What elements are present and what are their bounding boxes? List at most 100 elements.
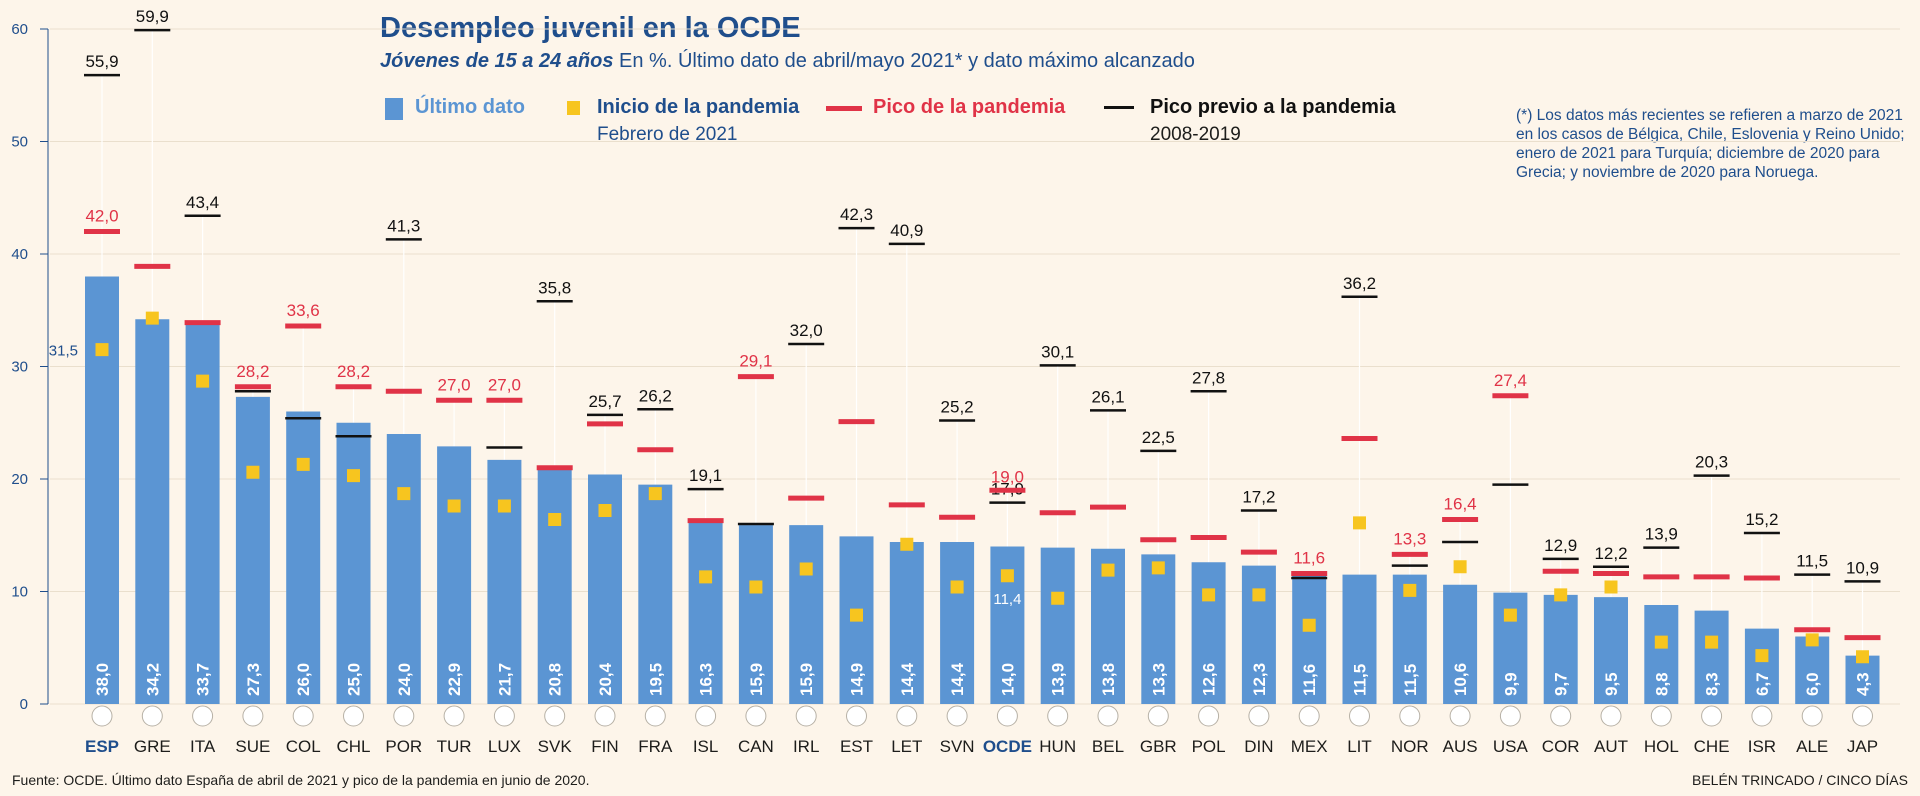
bar (1241, 565, 1276, 704)
country-flag-icon (1701, 705, 1723, 727)
pandemic-start-marker (1000, 569, 1014, 583)
country-flag-icon (242, 705, 264, 727)
prev-peak-label: 11,5 (1796, 552, 1828, 571)
pandemic-start-marker (1604, 580, 1618, 594)
pandemic-start-marker (1856, 650, 1869, 664)
y-tick-label: 0 (20, 696, 28, 713)
prev-peak-label: 17,2 (1242, 488, 1275, 507)
bar-value-label: 6,7 (1753, 672, 1772, 696)
legend-label-peak: Pico de la pandemia (873, 96, 1066, 118)
bar (537, 470, 572, 704)
legend-label-prev: Pico previo a la pandemia (1150, 96, 1396, 118)
author-credit: BELÉN TRINCADO / CINCO DÍAS (1691, 772, 1908, 788)
bar-value-label: 14,4 (898, 662, 917, 696)
data-note: (*) Los datos más recientes se refieren … (1516, 107, 1905, 181)
x-tick-label: AUS (1443, 737, 1478, 756)
bar (336, 422, 371, 704)
bar-value-label: 27,3 (244, 663, 263, 696)
country-flag-icon (1801, 705, 1823, 727)
pandemic-start-marker (1403, 583, 1417, 597)
x-tick-label: ISR (1748, 737, 1776, 756)
country-flag-icon (1047, 705, 1069, 727)
x-tick-label: ISL (693, 737, 719, 756)
bar (638, 484, 673, 704)
country-flag-icon (1198, 705, 1220, 727)
country-flag-icon (695, 705, 717, 727)
x-tick-label: NOR (1391, 737, 1429, 756)
x-tick-label: LIT (1347, 737, 1372, 756)
prev-peak-label: 36,2 (1343, 274, 1376, 293)
pandemic-peak-label: 27,0 (438, 375, 471, 394)
x-tick-label: BEL (1092, 737, 1124, 756)
pandemic-start-marker (598, 504, 612, 517)
bar (1594, 597, 1628, 704)
country-flag-icon (996, 705, 1018, 727)
pandemic-start-marker (1051, 591, 1065, 605)
bar-value-label: 8,8 (1652, 672, 1671, 696)
legend-sublabel-prev: 2008-2019 (1150, 124, 1241, 145)
bar-value-label: 33,7 (194, 663, 213, 696)
pandemic-start-label: 11,4 (993, 591, 1021, 608)
x-tick-label: CAN (738, 737, 774, 756)
y-tick-label: 30 (11, 359, 28, 376)
bar-value-label: 26,0 (294, 663, 313, 696)
bar-value-label: 24,0 (395, 663, 414, 696)
bar (1191, 562, 1226, 704)
bar (1694, 610, 1729, 704)
pandemic-peak-label: 28,2 (236, 362, 269, 381)
prev-peak-label: 40,9 (890, 221, 923, 240)
country-flag-icon (1751, 705, 1773, 727)
x-tick-label: ALE (1796, 737, 1828, 756)
x-tick-label: FIN (591, 737, 618, 756)
bar-value-label: 38,0 (93, 663, 112, 696)
subtitle-rest: En %. Último dato de abril/mayo 2021* y … (613, 50, 1195, 72)
bar (1744, 628, 1779, 704)
country-flag-icon (292, 705, 314, 727)
x-tick-label: OCDE (983, 737, 1032, 756)
country-flag-icon (141, 705, 163, 727)
bar-value-label: 25,0 (345, 663, 364, 696)
bar-value-label: 6,0 (1803, 672, 1822, 696)
x-tick-label: GBR (1140, 737, 1177, 756)
country-flag-icon (91, 705, 113, 727)
prev-peak-label: 19,1 (689, 466, 722, 485)
pandemic-start-marker (95, 343, 109, 357)
bar-value-label: 11,5 (1401, 664, 1420, 696)
prev-peak-label: 12,9 (1544, 536, 1577, 555)
bar (1342, 574, 1377, 704)
country-flag-icon (1399, 705, 1421, 727)
country-flag-icon (795, 705, 817, 727)
pandemic-peak-label: 28,2 (337, 362, 370, 381)
country-flag-icon (192, 705, 214, 727)
bar-value-label: 10,6 (1451, 663, 1470, 696)
country-flag-icon (745, 705, 767, 727)
pandemic-start-marker (1654, 635, 1668, 649)
subtitle-bold: Jóvenes de 15 a 24 años (380, 50, 614, 72)
x-tick-label: ITA (190, 737, 216, 756)
prev-peak-label: 43,4 (186, 193, 219, 212)
prev-peak-label: 41,3 (387, 216, 420, 235)
y-tick-label: 40 (11, 246, 28, 263)
bar (1644, 605, 1679, 704)
country-flag-icon (1349, 705, 1370, 727)
bar-value-label: 21,7 (495, 663, 514, 696)
x-tick-label: LUX (488, 737, 521, 756)
bar-value-label: 9,9 (1501, 672, 1520, 696)
y-tick-label: 60 (11, 21, 28, 38)
x-tick-label: POL (1192, 737, 1226, 756)
pandemic-start-marker (1755, 649, 1769, 663)
pandemic-start-marker (799, 562, 813, 576)
country-flag-icon (1097, 705, 1119, 727)
country-flag-icon (1550, 705, 1572, 727)
bar (386, 434, 421, 704)
bar (1795, 636, 1830, 704)
legend-swatch-latest (385, 98, 403, 120)
bar-value-label: 22,9 (445, 663, 464, 696)
country-flag-icon (493, 705, 515, 727)
prev-peak-label: 55,9 (85, 52, 118, 71)
pandemic-peak-label: 16,4 (1444, 495, 1477, 514)
prev-peak-label: 13,9 (1645, 525, 1678, 544)
pandemic-peak-label: 27,0 (488, 375, 521, 394)
prev-peak-label: 20,3 (1695, 453, 1728, 472)
bar (487, 459, 522, 704)
